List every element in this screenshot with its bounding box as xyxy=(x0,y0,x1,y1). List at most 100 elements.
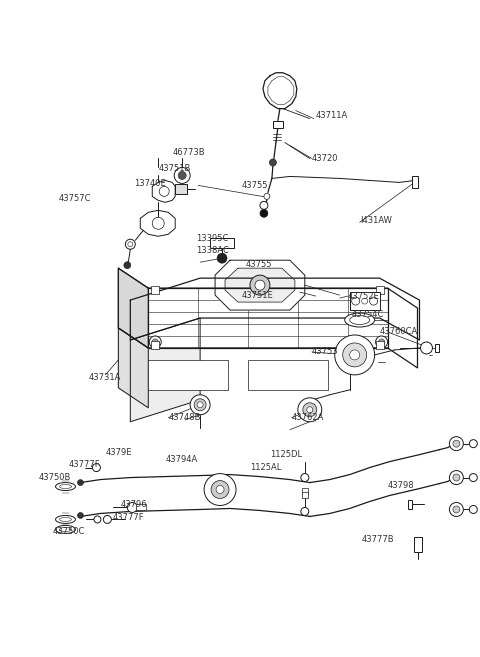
Circle shape xyxy=(197,402,203,408)
FancyBboxPatch shape xyxy=(302,491,308,497)
Text: 43796: 43796 xyxy=(120,500,147,509)
Ellipse shape xyxy=(345,313,374,327)
Circle shape xyxy=(420,342,432,354)
Ellipse shape xyxy=(56,526,75,533)
Ellipse shape xyxy=(60,485,72,489)
Circle shape xyxy=(269,159,276,166)
Circle shape xyxy=(255,280,265,290)
Circle shape xyxy=(125,239,135,249)
Circle shape xyxy=(190,395,210,415)
Polygon shape xyxy=(119,328,148,408)
Circle shape xyxy=(93,464,100,472)
Circle shape xyxy=(103,516,111,524)
Circle shape xyxy=(301,507,309,516)
Circle shape xyxy=(194,399,206,411)
Circle shape xyxy=(449,470,463,485)
Text: 43762A: 43762A xyxy=(292,413,324,422)
Polygon shape xyxy=(225,268,295,302)
Ellipse shape xyxy=(350,315,370,325)
Text: I431AW: I431AW xyxy=(360,215,392,225)
Circle shape xyxy=(250,275,270,295)
Circle shape xyxy=(178,171,186,179)
Polygon shape xyxy=(152,181,175,202)
Text: 43777B: 43777B xyxy=(361,535,394,544)
Polygon shape xyxy=(130,318,200,422)
Circle shape xyxy=(124,261,131,269)
Circle shape xyxy=(453,506,460,513)
Circle shape xyxy=(469,440,477,447)
Text: 43751B: 43751B xyxy=(158,164,191,173)
Circle shape xyxy=(94,516,101,523)
Text: 46773B: 46773B xyxy=(172,148,205,157)
Text: 43777F: 43777F xyxy=(112,513,144,522)
Text: 43757C: 43757C xyxy=(59,194,91,203)
Circle shape xyxy=(303,403,317,417)
Text: 13395C: 13395C xyxy=(196,234,228,243)
Circle shape xyxy=(449,437,463,451)
Circle shape xyxy=(376,336,387,348)
FancyBboxPatch shape xyxy=(376,286,384,294)
Text: 43720: 43720 xyxy=(312,154,338,163)
Text: 43750C: 43750C xyxy=(52,527,85,536)
Text: 43751E: 43751E xyxy=(242,290,274,300)
Ellipse shape xyxy=(56,516,75,524)
Text: 43755: 43755 xyxy=(246,260,273,269)
Text: 43711A: 43711A xyxy=(316,111,348,120)
FancyBboxPatch shape xyxy=(412,177,419,189)
Circle shape xyxy=(350,350,360,360)
Text: 43752E: 43752E xyxy=(348,292,379,301)
Ellipse shape xyxy=(60,528,72,532)
Circle shape xyxy=(301,474,309,482)
Circle shape xyxy=(352,297,360,305)
Text: 43755: 43755 xyxy=(242,181,268,190)
FancyBboxPatch shape xyxy=(376,341,384,349)
Text: 1338AC: 1338AC xyxy=(196,246,229,255)
Ellipse shape xyxy=(56,482,75,491)
FancyBboxPatch shape xyxy=(148,360,228,390)
Circle shape xyxy=(343,343,367,367)
Circle shape xyxy=(204,474,236,505)
FancyBboxPatch shape xyxy=(408,499,412,509)
Polygon shape xyxy=(148,288,387,348)
Polygon shape xyxy=(119,268,418,368)
Circle shape xyxy=(469,474,477,482)
Text: 1125DL: 1125DL xyxy=(270,450,302,459)
Text: 43753: 43753 xyxy=(312,348,338,357)
FancyBboxPatch shape xyxy=(302,487,308,493)
Circle shape xyxy=(264,193,270,199)
Circle shape xyxy=(77,480,84,486)
Circle shape xyxy=(211,480,229,499)
Circle shape xyxy=(260,210,268,217)
Circle shape xyxy=(370,297,378,305)
Text: 43777F: 43777F xyxy=(69,460,100,469)
Circle shape xyxy=(127,503,137,512)
Text: 13740E: 13740E xyxy=(134,179,166,188)
Ellipse shape xyxy=(60,518,72,522)
Text: 4379E: 4379E xyxy=(106,448,132,457)
FancyBboxPatch shape xyxy=(415,537,422,553)
Circle shape xyxy=(217,253,227,263)
Text: 43731A: 43731A xyxy=(88,373,121,382)
Circle shape xyxy=(453,440,460,447)
Circle shape xyxy=(469,505,477,514)
Polygon shape xyxy=(263,73,297,108)
Circle shape xyxy=(449,503,463,516)
FancyBboxPatch shape xyxy=(350,292,380,310)
FancyBboxPatch shape xyxy=(136,505,146,510)
Circle shape xyxy=(152,339,158,345)
Text: 43798: 43798 xyxy=(387,481,414,490)
Polygon shape xyxy=(140,210,175,237)
Text: 1125AL: 1125AL xyxy=(250,463,281,472)
Circle shape xyxy=(298,397,322,422)
FancyBboxPatch shape xyxy=(273,121,283,127)
Circle shape xyxy=(216,486,224,493)
FancyBboxPatch shape xyxy=(175,185,187,194)
FancyBboxPatch shape xyxy=(151,286,159,294)
Polygon shape xyxy=(119,268,148,348)
Circle shape xyxy=(174,168,190,183)
Circle shape xyxy=(260,201,268,210)
Circle shape xyxy=(307,407,313,413)
Circle shape xyxy=(159,187,169,196)
FancyBboxPatch shape xyxy=(435,344,439,352)
Circle shape xyxy=(149,336,161,348)
